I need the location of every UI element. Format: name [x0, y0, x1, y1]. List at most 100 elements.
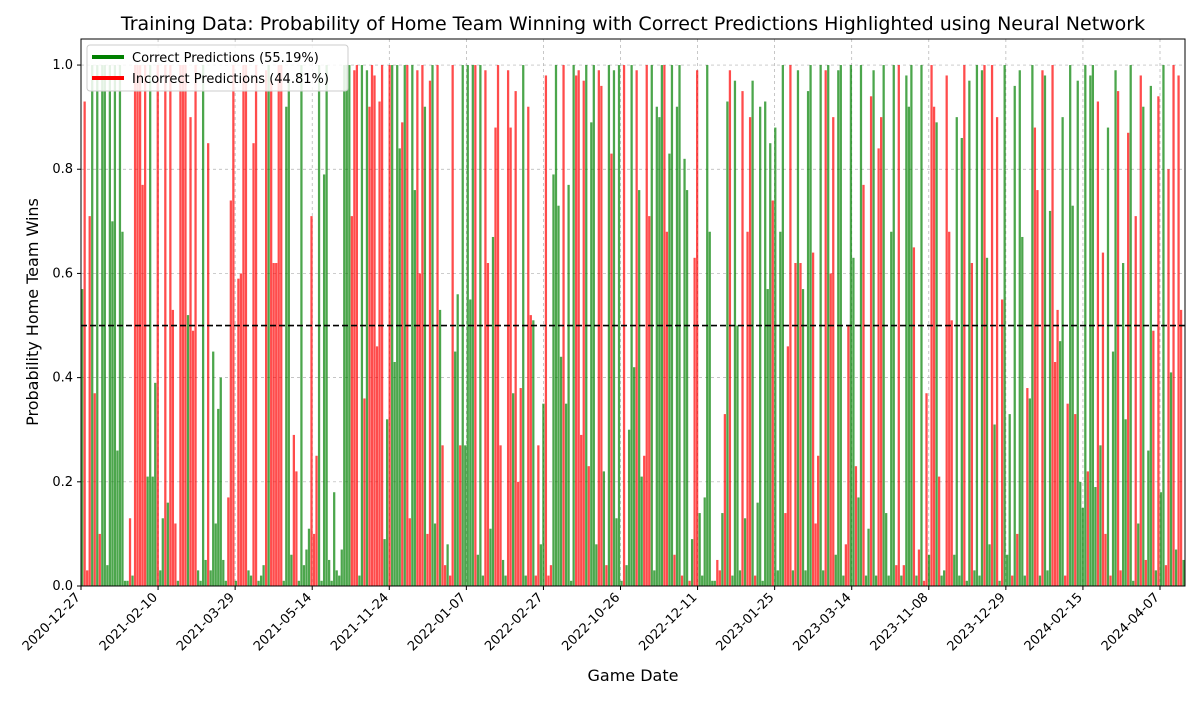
x-axis-ticks: 2020-12-27 2021-02-10 2021-03-29 2021-05-14… — [20, 586, 1163, 654]
bar-correct — [837, 70, 840, 586]
bar-incorrect — [232, 65, 235, 587]
bar-correct — [333, 492, 336, 586]
bar-incorrect — [1051, 65, 1054, 587]
bar-correct — [804, 570, 807, 586]
bar-correct — [653, 570, 656, 586]
bar-correct — [81, 289, 84, 586]
bar-correct — [1137, 523, 1140, 586]
bar-correct — [766, 289, 769, 586]
bar-correct — [867, 528, 870, 586]
bar-correct — [960, 137, 963, 587]
bar-correct — [466, 65, 469, 587]
bar-correct — [559, 356, 563, 586]
bar-correct — [708, 231, 711, 586]
bar-correct — [204, 559, 207, 586]
bar-correct — [413, 190, 416, 586]
bar-incorrect — [252, 143, 255, 586]
chart-title: Training Data: Probability of Home Team … — [120, 13, 1145, 35]
bar-incorrect — [912, 247, 916, 586]
bar-incorrect — [1177, 75, 1180, 586]
x-tick-label: 2021-11-24 — [328, 590, 392, 654]
bar-correct — [743, 518, 747, 586]
x-tick-label: 2023-12-29 — [945, 590, 1009, 654]
bar-incorrect — [93, 393, 96, 586]
x-tick-label: 2021-05-14 — [251, 590, 315, 654]
bar-incorrect — [600, 85, 603, 586]
bar-incorrect — [1056, 309, 1059, 586]
bar-incorrect — [917, 549, 921, 586]
bar-incorrect — [877, 148, 880, 586]
bar-incorrect — [1167, 169, 1170, 587]
bar-incorrect — [824, 70, 827, 586]
bar-correct — [638, 190, 641, 586]
bar-incorrect — [753, 575, 757, 586]
bar-incorrect — [506, 70, 510, 586]
bar-incorrect — [1164, 565, 1168, 586]
bar-correct — [1058, 341, 1062, 586]
bar-correct — [615, 518, 618, 586]
bar-correct — [796, 70, 800, 586]
bar-correct — [398, 148, 401, 586]
bar-correct — [857, 497, 860, 586]
bar-incorrect — [353, 70, 356, 586]
bar-correct — [267, 65, 270, 587]
bar-incorrect — [1109, 575, 1112, 586]
bar-correct — [151, 476, 154, 586]
bar-correct — [330, 580, 333, 586]
bar-incorrect — [428, 80, 432, 587]
bar-correct — [224, 580, 227, 586]
bar-correct — [887, 575, 890, 586]
bar-correct — [476, 554, 479, 586]
bar-incorrect — [1096, 101, 1100, 586]
bar-correct — [726, 101, 729, 586]
bar-correct — [1013, 85, 1016, 586]
bar-incorrect — [902, 565, 905, 586]
bar-incorrect — [537, 445, 540, 586]
bar-incorrect — [239, 273, 243, 586]
bar-correct — [1038, 575, 1042, 586]
bar-correct — [131, 575, 134, 586]
bar-correct — [776, 570, 779, 586]
bar-correct — [1023, 575, 1026, 586]
bar-correct — [1028, 398, 1031, 586]
bar-incorrect — [688, 580, 691, 586]
bar-correct — [943, 570, 946, 586]
bar-correct — [348, 65, 351, 587]
bar-correct — [489, 528, 492, 586]
bar-correct — [612, 70, 616, 586]
bar-correct — [617, 65, 621, 587]
bar-correct — [113, 65, 117, 587]
bar-correct — [713, 580, 716, 586]
y-tick-label: 1.0 — [52, 58, 73, 73]
bar-incorrect — [1074, 414, 1077, 586]
bar-incorrect — [1033, 127, 1037, 586]
bar-incorrect — [817, 455, 820, 586]
bar-correct — [1031, 65, 1034, 587]
bar-incorrect — [862, 184, 865, 586]
bar-correct — [685, 190, 689, 586]
bar-incorrect — [426, 533, 429, 586]
bar-correct — [1046, 570, 1049, 586]
bar-correct — [801, 289, 805, 586]
bar-correct — [701, 575, 704, 586]
bar-correct — [1182, 559, 1185, 586]
bar-correct — [633, 367, 636, 586]
bar-correct — [872, 70, 875, 586]
bar-incorrect — [83, 101, 86, 586]
bar-incorrect — [86, 570, 89, 586]
bar-incorrect — [378, 101, 381, 586]
bar-correct — [154, 382, 157, 586]
x-tick-label: 2022-10-26 — [559, 590, 623, 654]
bar-incorrect — [771, 200, 774, 586]
bar-incorrect — [605, 565, 608, 586]
bar-correct — [980, 70, 984, 586]
bar-correct — [282, 580, 285, 586]
bar-correct — [595, 544, 598, 586]
bar-correct — [1111, 351, 1115, 586]
bar-incorrect — [534, 575, 537, 586]
x-tick-label: 2020-12-27 — [20, 590, 84, 654]
x-tick-label: 2021-02-10 — [97, 590, 161, 654]
bar-correct — [973, 570, 976, 586]
bar-correct — [1071, 205, 1074, 586]
